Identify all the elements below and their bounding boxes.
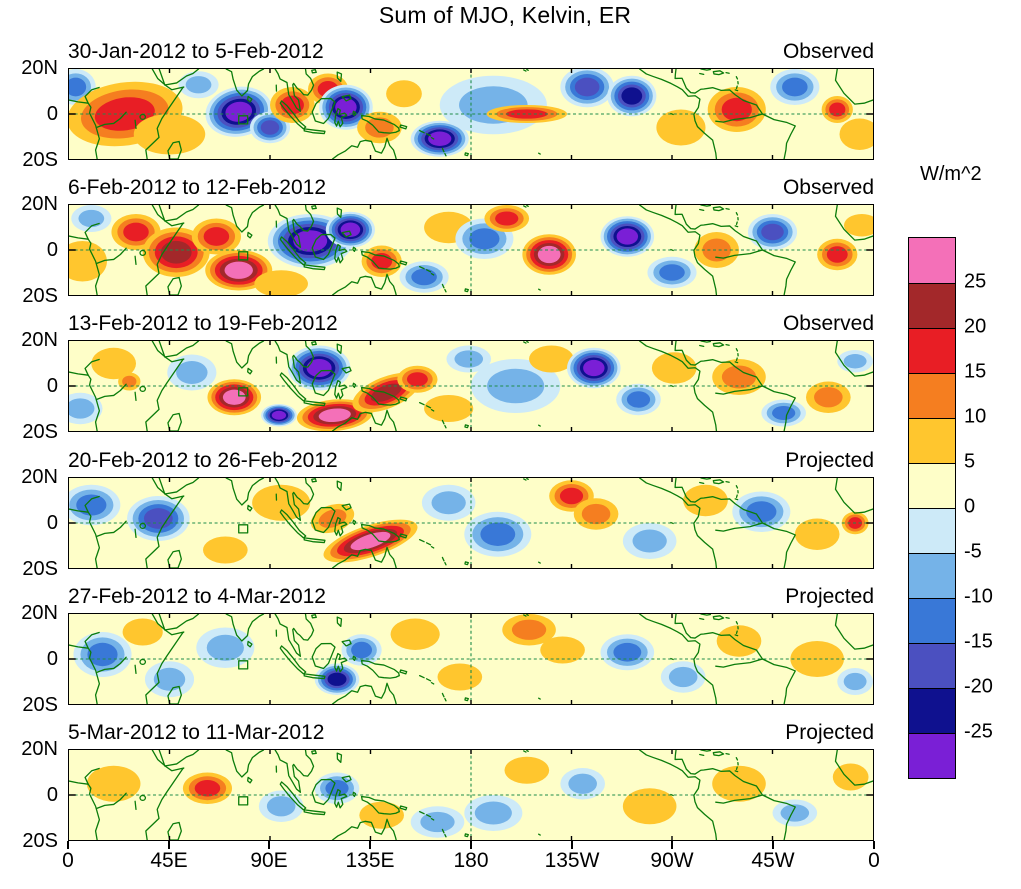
map-panel-3	[68, 340, 874, 432]
y-tick-0: 0	[46, 784, 58, 806]
y-tick-20n: 20N	[21, 466, 58, 488]
colorbar-cell	[909, 553, 955, 598]
y-tick-0: 0	[46, 512, 58, 534]
colorbar	[908, 237, 956, 779]
panel-6-header: 5-Mar-2012 to 11-Mar-2012 Projected	[68, 721, 874, 745]
panel-6-date-range: 5-Mar-2012 to 11-Mar-2012	[68, 721, 325, 744]
colorbar-cell	[909, 733, 955, 778]
y-tick-20n: 20N	[21, 57, 58, 79]
colorbar-tick: -20	[964, 675, 993, 698]
colorbar-tick: 25	[964, 270, 987, 293]
y-tick-20n: 20N	[21, 193, 58, 215]
panel-5-date-range: 27-Feb-2012 to 4-Mar-2012	[68, 585, 326, 608]
y-tick-20s: 20S	[22, 421, 58, 443]
colorbar-cell	[909, 283, 955, 328]
map-panel-2	[68, 204, 874, 296]
panel-1-date-range: 30-Jan-2012 to 5-Feb-2012	[68, 40, 324, 63]
colorbar-tick: -5	[964, 540, 982, 563]
colorbar-cell	[909, 238, 955, 283]
panel-3: 13-Feb-2012 to 19-Feb-2012 Observed 20N …	[0, 310, 1021, 442]
x-tick-1: 0	[62, 849, 74, 872]
colorbar-tick: -25	[964, 720, 993, 743]
colorbar-tick: 10	[964, 405, 987, 428]
panel-2-header: 6-Feb-2012 to 12-Feb-2012 Observed	[68, 176, 874, 200]
x-tick-5: 180	[453, 849, 489, 872]
x-tick-6: 135W	[544, 849, 600, 872]
colorbar-cell	[909, 418, 955, 463]
colorbar-cell	[909, 598, 955, 643]
colorbar-tick: 0	[964, 495, 976, 518]
panel-1-header: 30-Jan-2012 to 5-Feb-2012 Observed	[68, 40, 874, 64]
panel-6-status: Projected	[785, 721, 874, 744]
panel-4: 20-Feb-2012 to 26-Feb-2012 Projected 20N…	[0, 447, 1021, 579]
colorbar-units-label: W/m^2	[920, 163, 982, 185]
figure-title: Sum of MJO, Kelvin, ER	[378, 2, 632, 28]
x-tick-8: 45W	[751, 849, 795, 872]
y-tick-0: 0	[46, 103, 58, 125]
panel-6: 5-Mar-2012 to 11-Mar-2012 Projected 20N …	[0, 719, 1021, 851]
colorbar-cell	[909, 508, 955, 553]
panel-4-status: Projected	[785, 449, 874, 472]
panel-5: 27-Feb-2012 to 4-Mar-2012 Projected 20N …	[0, 583, 1021, 715]
colorbar-cell	[909, 328, 955, 373]
panel-4-header: 20-Feb-2012 to 26-Feb-2012 Projected	[68, 449, 874, 473]
colorbar-cell	[909, 463, 955, 508]
y-tick-0: 0	[46, 648, 58, 670]
panel-5-status: Projected	[785, 585, 874, 608]
y-tick-20s: 20S	[22, 830, 58, 852]
map-panel-5	[68, 613, 874, 705]
colorbar-tick: 5	[964, 450, 976, 473]
y-tick-20n: 20N	[21, 738, 58, 760]
map-panel-4	[68, 477, 874, 569]
panel-3-date-range: 13-Feb-2012 to 19-Feb-2012	[68, 312, 338, 335]
map-panel-6	[68, 749, 874, 841]
colorbar-tick: -10	[964, 585, 993, 608]
panel-2-status: Observed	[782, 176, 874, 199]
x-tick-3: 90E	[250, 849, 288, 872]
y-tick-0: 0	[46, 239, 58, 261]
colorbar-cell	[909, 688, 955, 733]
colorbar-tick: -15	[964, 630, 993, 653]
y-tick-20s: 20S	[22, 694, 58, 716]
y-tick-20s: 20S	[22, 558, 58, 580]
panel-3-header: 13-Feb-2012 to 19-Feb-2012 Observed	[68, 312, 874, 336]
colorbar-cell	[909, 643, 955, 688]
panel-1: 30-Jan-2012 to 5-Feb-2012 Observed 20N 0…	[0, 38, 1021, 170]
x-tick-4: 135E	[345, 849, 395, 872]
panel-4-date-range: 20-Feb-2012 to 26-Feb-2012	[68, 449, 338, 472]
colorbar-tick: 15	[964, 360, 987, 383]
y-tick-20n: 20N	[21, 602, 58, 624]
y-tick-20s: 20S	[22, 149, 58, 171]
panel-2: 6-Feb-2012 to 12-Feb-2012 Observed 20N 0…	[0, 174, 1021, 306]
map-panel-1	[68, 68, 874, 160]
y-tick-0: 0	[46, 375, 58, 397]
colorbar-tick: 20	[964, 315, 987, 338]
panel-5-header: 27-Feb-2012 to 4-Mar-2012 Projected	[68, 585, 874, 609]
x-tick-2: 45E	[150, 849, 188, 872]
colorbar-cell	[909, 373, 955, 418]
panel-3-status: Observed	[782, 312, 874, 335]
x-tick-7: 90W	[650, 849, 694, 872]
panel-1-status: Observed	[782, 40, 874, 63]
y-tick-20s: 20S	[22, 285, 58, 307]
y-tick-20n: 20N	[21, 329, 58, 351]
x-tick-9: 0	[868, 849, 880, 872]
panel-2-date-range: 6-Feb-2012 to 12-Feb-2012	[68, 176, 326, 199]
